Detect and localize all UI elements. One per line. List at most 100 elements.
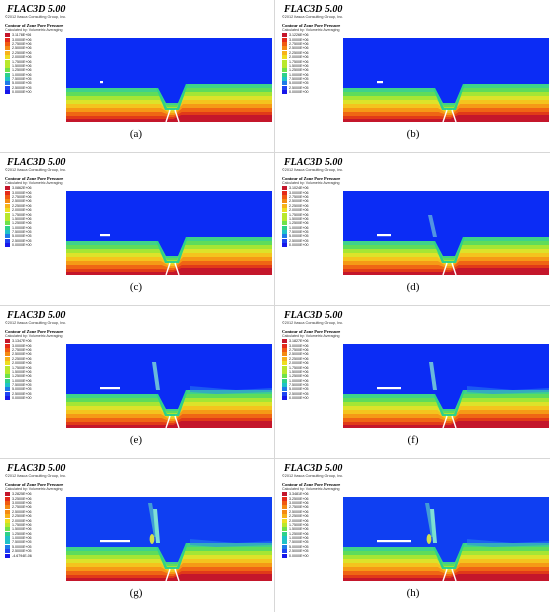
legend-value: 1.2500E+06 bbox=[289, 221, 309, 226]
legend-value: 3.2500E+06 bbox=[12, 496, 32, 501]
legend-swatch bbox=[5, 68, 10, 73]
legend-value: 2.5000E+05 bbox=[12, 391, 32, 396]
software-title: FLAC3D 5.00 bbox=[284, 157, 343, 168]
pile-left bbox=[442, 415, 448, 428]
legend-swatch bbox=[5, 46, 10, 51]
legend-entry: 1.5000E+06 bbox=[3, 63, 65, 68]
legend-value: 2.0000E+06 bbox=[12, 55, 32, 60]
legend-entry: 2.0000E+06 bbox=[3, 518, 65, 523]
legend-swatch bbox=[282, 374, 287, 379]
legend-entry: 1.2500E+06 bbox=[280, 374, 342, 379]
legend-entry: 2.2500E+06 bbox=[280, 50, 342, 55]
legend-entry: 1.7500E+06 bbox=[280, 59, 342, 64]
legend-value: 2.7500E+06 bbox=[12, 505, 32, 510]
legend-swatch bbox=[282, 383, 287, 388]
legend-value: 3.0000E+06 bbox=[12, 500, 32, 505]
legend-entry: 1.7500E+06 bbox=[3, 365, 65, 370]
legend-value: 1.7500E+06 bbox=[289, 365, 309, 370]
legend-entry: 2.2500E+06 bbox=[280, 356, 342, 361]
legend-swatch bbox=[5, 72, 10, 77]
legend-value: 5.0000E+05 bbox=[289, 234, 309, 239]
trench-wall bbox=[433, 237, 465, 263]
legend-entry: 2.7500E+06 bbox=[280, 505, 342, 510]
legend-entry: 2.7500E+06 bbox=[280, 194, 342, 199]
legend-entry: 2.5000E+05 bbox=[280, 238, 342, 243]
legend-entry: 2.0000E+06 bbox=[280, 518, 342, 523]
legend-entry: 5.0000E+05 bbox=[280, 544, 342, 549]
legend-swatch bbox=[282, 221, 287, 226]
legend-entry: 3.0000E+06 bbox=[3, 343, 65, 348]
legend-swatch bbox=[282, 68, 287, 73]
legend-swatch bbox=[5, 365, 10, 370]
legend-swatch bbox=[5, 549, 10, 554]
legend-entry: 7.5000E+05 bbox=[280, 540, 342, 545]
copyright-text: ©2012 Itasca Consulting Group, Inc. bbox=[282, 474, 344, 478]
legend-entry: 2.0000E+06 bbox=[280, 208, 342, 213]
legend-value: 3.1827E+06 bbox=[289, 339, 309, 344]
legend-value: 1.5000E+06 bbox=[12, 369, 32, 374]
legend-entry: 2.7500E+06 bbox=[3, 505, 65, 510]
contour-panel: FLAC3D 5.00 ©2012 Itasca Consulting Group… bbox=[0, 0, 272, 151]
legend-value: 3.0000E+06 bbox=[289, 190, 309, 195]
copyright-text: ©2012 Itasca Consulting Group, Inc. bbox=[5, 321, 67, 325]
legend-swatch bbox=[5, 356, 10, 361]
legend-value: 2.0000E+06 bbox=[12, 208, 32, 213]
pile-left bbox=[165, 262, 171, 275]
panel-caption: (g) bbox=[129, 587, 143, 599]
legend-entry: 3.0000E+06 bbox=[280, 190, 342, 195]
legend-swatch bbox=[5, 190, 10, 195]
legend-value: 2.5000E+06 bbox=[289, 199, 309, 204]
legend-swatch bbox=[282, 352, 287, 357]
legend-swatch bbox=[282, 72, 287, 77]
legend-swatch bbox=[282, 199, 287, 204]
legend-entry: 5.0000E+05 bbox=[280, 387, 342, 392]
legend-swatch bbox=[5, 352, 10, 357]
legend-swatch bbox=[282, 186, 287, 191]
pile-right bbox=[174, 262, 180, 275]
legend-value: 2.2500E+06 bbox=[289, 203, 309, 208]
pile-right bbox=[451, 109, 457, 122]
legend-entry: 3.1347E+06 bbox=[3, 339, 65, 344]
pore-pressure-contour bbox=[66, 497, 272, 581]
legend-value: 2.5000E+06 bbox=[289, 46, 309, 51]
legend-title: Contour of Zone Pore Pressure bbox=[5, 482, 64, 487]
legend-title: Contour of Zone Pore Pressure bbox=[282, 176, 341, 181]
legend-swatch bbox=[5, 81, 10, 86]
pore-pressure-contour bbox=[343, 344, 549, 428]
legend-entry: 3.2500E+06 bbox=[3, 496, 65, 501]
legend-swatch bbox=[282, 216, 287, 221]
legend-entry: 1.5000E+06 bbox=[3, 216, 65, 221]
legend-value: 2.5000E+05 bbox=[12, 238, 32, 243]
legend-swatch bbox=[5, 59, 10, 64]
excavation-slot bbox=[100, 81, 103, 84]
legend-entry: 2.0000E+06 bbox=[3, 55, 65, 60]
legend-swatch bbox=[282, 356, 287, 361]
legend-subtitle: Calculated by: Volumetric Averaging bbox=[5, 28, 63, 32]
plot-area: FLAC3D 5.00 ©2012 Itasca Consulting Group… bbox=[0, 153, 272, 275]
legend-swatch bbox=[282, 531, 287, 536]
legend-swatch bbox=[282, 59, 287, 64]
legend-entry: 2.5000E+05 bbox=[3, 549, 65, 554]
legend-swatch bbox=[5, 505, 10, 510]
soil-layer bbox=[343, 421, 549, 428]
legend-swatch bbox=[5, 243, 10, 248]
legend-value: 0.0000E+00 bbox=[12, 243, 32, 248]
legend-entry: 3.0000E+06 bbox=[3, 500, 65, 505]
excavation-slot bbox=[377, 540, 411, 543]
copyright-text: ©2012 Itasca Consulting Group, Inc. bbox=[282, 168, 344, 172]
plot-area: FLAC3D 5.00 ©2012 Itasca Consulting Group… bbox=[277, 459, 549, 581]
legend-entry: 1.5000E+06 bbox=[280, 216, 342, 221]
legend-entry: 2.5000E+06 bbox=[3, 509, 65, 514]
legend-value: 2.7500E+06 bbox=[289, 41, 309, 46]
legend-swatch bbox=[282, 212, 287, 217]
legend-entry: 1.0000E+06 bbox=[3, 225, 65, 230]
legend-entry: 2.5000E+05 bbox=[3, 391, 65, 396]
pile-right bbox=[451, 262, 457, 275]
legend-swatch bbox=[5, 238, 10, 243]
legend-value: 3.0000E+06 bbox=[12, 37, 32, 42]
legend-value: 2.5000E+06 bbox=[289, 509, 309, 514]
legend-entry: 3.0000E+06 bbox=[280, 500, 342, 505]
legend-swatch bbox=[282, 55, 287, 60]
legend-value: 7.5000E+05 bbox=[289, 540, 309, 545]
contour-panel: FLAC3D 5.00 ©2012 Itasca Consulting Group… bbox=[0, 459, 272, 610]
